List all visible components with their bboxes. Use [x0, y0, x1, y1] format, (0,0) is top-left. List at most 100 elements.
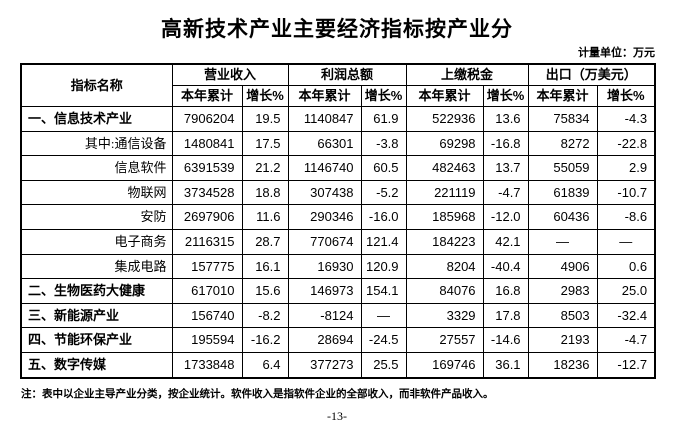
col-group-export: 出口（万美元）: [527, 63, 656, 86]
value-cell: 18236: [527, 351, 598, 379]
value-cell: 6.4: [241, 351, 289, 379]
row-label-cell: 二、生物医药大健康: [20, 278, 173, 304]
value-cell: 17.8: [482, 302, 529, 329]
row-label-cell: 物联网: [20, 179, 173, 206]
value-cell: 2.9: [596, 155, 656, 181]
unit-label: 计量单位：万元: [578, 47, 655, 59]
page-title: 高新技术产业主要经济指标按产业分: [161, 18, 513, 41]
value-cell: 16.1: [241, 253, 289, 280]
row-label-cell: 安防: [20, 204, 173, 230]
value-cell: 2116315: [171, 228, 243, 255]
value-cell: -4.7: [596, 327, 656, 353]
row-label-cell: 电子商务: [20, 228, 173, 255]
value-cell: -14.6: [482, 327, 529, 353]
value-cell: 8503: [527, 302, 598, 329]
value-cell: 617010: [171, 278, 243, 304]
value-cell: 2697906: [171, 204, 243, 230]
row-label-cell: 信息软件: [20, 155, 173, 181]
value-cell: 307438: [287, 179, 362, 206]
table-row: 电子商务 2116315 28.7 770674 121.4 184223 42.1— —: [20, 228, 656, 255]
value-cell: 75834: [527, 106, 598, 132]
value-cell: 184223: [405, 228, 484, 255]
table-row: 集成电路 157775 16.1 16930 120.9 8204 -40.4 4906 0.6: [20, 253, 656, 280]
value-cell: 25.5: [360, 351, 407, 379]
value-cell: -8.2: [241, 302, 289, 329]
col-group-tax-paid: 上缴税金: [405, 63, 529, 86]
row-label-cell: 其中:通信设备: [20, 130, 173, 157]
value-cell: 17.5: [241, 130, 289, 157]
value-cell: 61839: [527, 179, 598, 206]
value-cell: 195594: [171, 327, 243, 353]
value-cell: -10.7: [596, 179, 656, 206]
value-cell: -3.8: [360, 130, 407, 157]
value-cell: 6391539: [171, 155, 243, 181]
value-cell: -16.8: [482, 130, 529, 157]
value-cell: 11.6: [241, 204, 289, 230]
footnote: 注：表中以企业主导产业分类，按企业统计。软件收入是指软件企业的全部收入，而非软件…: [21, 389, 494, 400]
row-label-cell: 集成电路: [20, 253, 173, 280]
value-cell: -12.0: [482, 204, 529, 230]
table-body: 一、信息技术产业 7906204 19.5 1140847 61.9 522936 13.6…: [20, 106, 656, 379]
table-row: 三、新能源产业 156740 -8.2 -8124—3329 17.8 8503 -32.4: [20, 302, 656, 329]
value-cell: 377273: [287, 351, 362, 379]
value-cell: 25.0: [596, 278, 656, 304]
table-row: 其中:通信设备 1480841 17.5 66301 -3.8 69298 -16.8 827…: [20, 130, 656, 157]
value-cell: 61.9: [360, 106, 407, 132]
value-cell: 16.8: [482, 278, 529, 304]
value-cell: —: [596, 228, 656, 255]
value-cell: 66301: [287, 130, 362, 157]
table-row: 一、信息技术产业 7906204 19.5 1140847 61.9 522936 13.6…: [20, 106, 656, 132]
indicators-table: 指标名称 营业收入 利润总额 上缴税金 出口（万美元） 本年累计 增长% 本年累计增…: [20, 63, 657, 379]
value-cell: 221119: [405, 179, 484, 206]
value-cell: -8.6: [596, 204, 656, 230]
value-cell: 522936: [405, 106, 484, 132]
table-row: 四、节能环保产业 195594 -16.2 28694 -24.5 27557 -14.6 2…: [20, 327, 656, 353]
value-cell: -4.3: [596, 106, 656, 132]
value-cell: 21.2: [241, 155, 289, 181]
value-cell: 15.6: [241, 278, 289, 304]
table-row: 二、生物医药大健康 617010 15.6 146973 154.1 84076 16.8 2…: [20, 278, 656, 304]
value-cell: 290346: [287, 204, 362, 230]
col-subheader-cumulative: 本年累计: [287, 85, 362, 107]
table-row: 信息软件 6391539 21.2 1146740 60.5 482463 13.7 5505…: [20, 155, 656, 181]
value-cell: 2193: [527, 327, 598, 353]
header-sub-row: 本年累计 增长% 本年累计 增长% 本年累计 增长% 本年累计 增长%: [21, 85, 656, 107]
value-cell: 120.9: [360, 253, 407, 280]
value-cell: 146973: [287, 278, 362, 304]
value-cell: 28.7: [241, 228, 289, 255]
value-cell: 1140847: [287, 106, 362, 132]
value-cell: 55059: [527, 155, 598, 181]
table-header: 指标名称 营业收入 利润总额 上缴税金 出口（万美元） 本年累计 增长% 本年累计增…: [20, 63, 656, 107]
value-cell: -4.7: [482, 179, 529, 206]
value-cell: -12.7: [596, 351, 656, 379]
col-subheader-growth: 增长%: [360, 85, 407, 107]
value-cell: 60.5: [360, 155, 407, 181]
value-cell: -16.2: [241, 327, 289, 353]
value-cell: 1146740: [287, 155, 362, 181]
value-cell: -40.4: [482, 253, 529, 280]
value-cell: 13.6: [482, 106, 529, 132]
value-cell: 1733848: [171, 351, 243, 379]
value-cell: 169746: [405, 351, 484, 379]
value-cell: 185968: [405, 204, 484, 230]
value-cell: 69298: [405, 130, 484, 157]
table-row: 物联网 3734528 18.8 307438 -5.2 221119 -4.7 61839-…: [20, 179, 656, 206]
header-group-row: 指标名称 营业收入 利润总额 上缴税金 出口（万美元）: [20, 63, 656, 107]
page-number: -13-: [327, 409, 347, 423]
value-cell: 121.4: [360, 228, 407, 255]
value-cell: 4906: [527, 253, 598, 280]
row-label-cell: 五、数字传媒: [20, 351, 173, 379]
value-cell: 7906204: [171, 106, 243, 132]
col-group-total-profit: 利润总额: [287, 63, 407, 86]
col-subheader-cumulative: 本年累计: [527, 85, 598, 107]
value-cell: 60436: [527, 204, 598, 230]
value-cell: 770674: [287, 228, 362, 255]
row-label-cell: 四、节能环保产业: [20, 327, 173, 353]
value-cell: 84076: [405, 278, 484, 304]
value-cell: 3329: [405, 302, 484, 329]
value-cell: -24.5: [360, 327, 407, 353]
value-cell: -32.4: [596, 302, 656, 329]
value-cell: 156740: [171, 302, 243, 329]
row-label-cell: 三、新能源产业: [20, 302, 173, 329]
value-cell: -8124: [287, 302, 362, 329]
